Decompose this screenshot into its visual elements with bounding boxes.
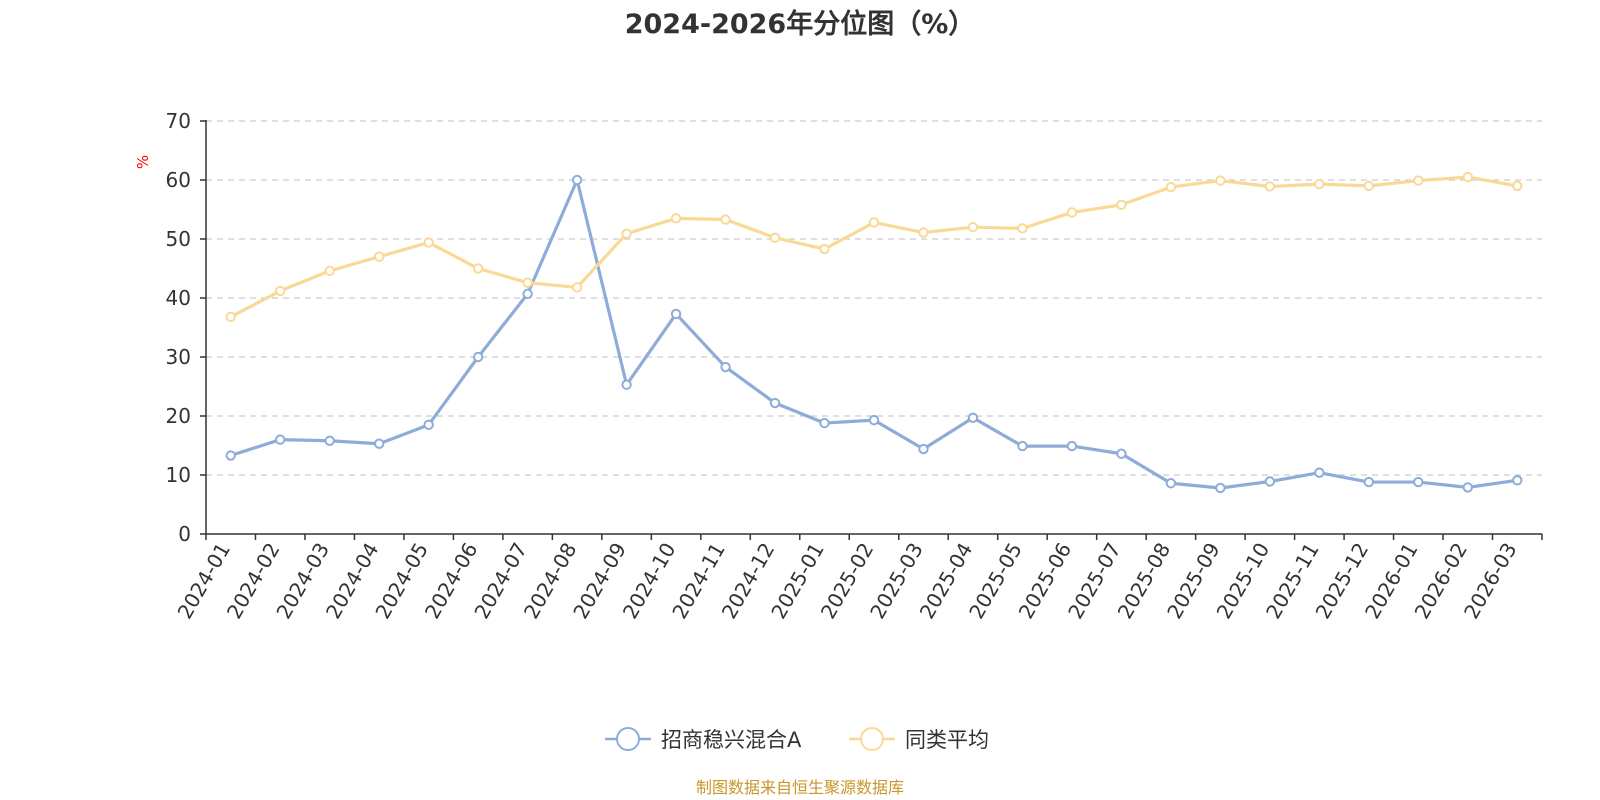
series-group	[225, 174, 1523, 494]
data-point	[918, 227, 929, 238]
data-point	[225, 450, 236, 461]
y-tick-label: 0	[178, 522, 191, 546]
data-point	[819, 243, 830, 255]
data-point	[1264, 181, 1276, 192]
y-tick-label: 50	[166, 227, 191, 251]
data-point	[1512, 180, 1523, 192]
data-point	[720, 361, 731, 373]
data-point	[819, 417, 830, 429]
data-point	[275, 285, 286, 297]
data-point	[1363, 180, 1375, 192]
data-point	[621, 379, 632, 390]
data-point	[1413, 175, 1424, 186]
data-point	[522, 277, 533, 288]
y-tick-label: 20	[166, 404, 191, 428]
legend-circle-icon	[616, 727, 640, 751]
data-point	[1116, 199, 1127, 210]
source-note: 制图数据来自恒生聚源数据库	[696, 778, 904, 797]
data-point	[324, 435, 335, 446]
data-point	[967, 412, 979, 423]
data-point	[1264, 476, 1276, 487]
data-point	[571, 282, 583, 293]
data-point	[670, 308, 682, 320]
data-point	[967, 222, 979, 233]
data-point	[472, 351, 484, 363]
data-point	[769, 232, 781, 244]
data-point	[522, 288, 533, 300]
data-point	[1512, 475, 1523, 486]
data-point	[670, 213, 682, 224]
data-point	[1066, 440, 1078, 452]
data-point	[1017, 440, 1028, 452]
data-point	[918, 443, 929, 455]
data-point	[423, 237, 434, 248]
data-point	[868, 414, 880, 426]
data-point	[1314, 178, 1325, 190]
legend[interactable]: 招商稳兴混合A 同类平均	[605, 727, 989, 752]
data-point	[1413, 476, 1424, 488]
legend-label: 招商稳兴混合A	[661, 728, 802, 752]
data-point	[720, 214, 731, 225]
data-point	[1017, 223, 1028, 234]
data-point	[1215, 482, 1226, 494]
data-point	[621, 228, 632, 239]
data-point	[1116, 448, 1127, 459]
y-tick-label: 40	[166, 286, 191, 310]
y-tick-label: 10	[166, 463, 191, 487]
chart-title: 2024-2026年分位图（%）	[625, 8, 976, 40]
legend-item[interactable]: 同类平均	[849, 727, 989, 752]
data-point	[324, 265, 335, 277]
data-point	[1314, 467, 1325, 478]
data-point	[1215, 175, 1226, 186]
data-point	[1066, 207, 1078, 218]
y-tick-label: 70	[166, 109, 191, 133]
data-point	[571, 174, 583, 186]
legend-circle-icon	[860, 727, 884, 751]
series-line	[229, 175, 1519, 319]
data-point	[868, 217, 880, 228]
series-lines	[225, 171, 1523, 494]
data-point	[1462, 482, 1473, 493]
data-point	[423, 419, 434, 431]
data-point	[373, 438, 385, 449]
data-point	[1462, 171, 1473, 183]
data-point	[769, 397, 781, 409]
data-point	[472, 263, 484, 274]
data-point	[1363, 476, 1375, 488]
data-point	[1165, 181, 1177, 193]
data-point	[275, 434, 286, 445]
data-point	[225, 311, 236, 323]
legend-item[interactable]: 招商稳兴混合A	[605, 727, 802, 752]
legend-label: 同类平均	[905, 728, 989, 752]
series-group	[225, 171, 1523, 323]
y-tick-label: 60	[166, 168, 191, 192]
y-tick-label: 30	[166, 345, 191, 369]
y-axis-unit: %	[134, 155, 152, 169]
data-point	[1165, 478, 1177, 489]
data-point	[373, 251, 385, 262]
